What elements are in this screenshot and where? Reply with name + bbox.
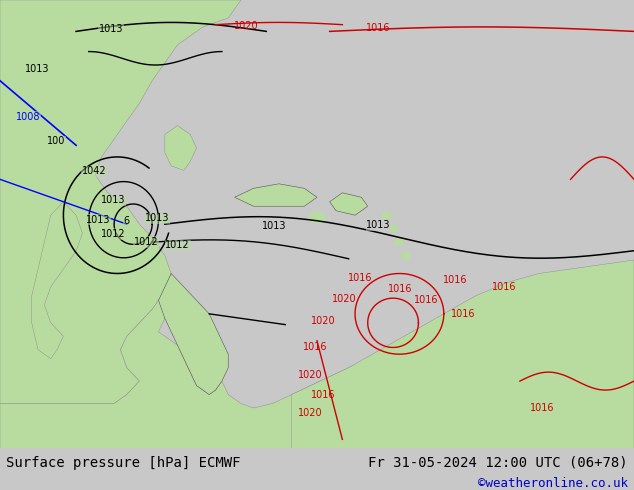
Polygon shape <box>158 273 228 394</box>
Text: 1020: 1020 <box>299 408 323 418</box>
Text: 1012: 1012 <box>101 229 125 239</box>
Text: 1013: 1013 <box>99 24 123 34</box>
Text: 1016: 1016 <box>492 282 516 292</box>
Polygon shape <box>330 193 368 215</box>
Text: 1013: 1013 <box>262 220 287 230</box>
Polygon shape <box>292 260 634 448</box>
Text: 1016: 1016 <box>443 275 467 285</box>
Polygon shape <box>235 184 317 206</box>
Polygon shape <box>165 125 197 171</box>
Polygon shape <box>0 269 634 448</box>
Text: 1016: 1016 <box>366 23 391 33</box>
Text: 1012: 1012 <box>165 240 190 250</box>
Text: ©weatheronline.co.uk: ©weatheronline.co.uk <box>477 477 628 490</box>
Text: 1016: 1016 <box>303 343 327 352</box>
Text: Fr 31-05-2024 12:00 UTC (06+78): Fr 31-05-2024 12:00 UTC (06+78) <box>368 456 628 470</box>
Text: 1016: 1016 <box>451 309 475 319</box>
Text: 1016: 1016 <box>348 273 372 283</box>
Text: 6: 6 <box>124 216 130 225</box>
Text: 1013: 1013 <box>145 213 169 223</box>
Text: 1020: 1020 <box>299 370 323 380</box>
Text: 1016: 1016 <box>530 403 554 413</box>
Text: 1013: 1013 <box>86 215 110 225</box>
Text: 1013: 1013 <box>101 196 125 205</box>
Circle shape <box>401 252 410 259</box>
Polygon shape <box>0 0 241 404</box>
Text: Surface pressure [hPa] ECMWF: Surface pressure [hPa] ECMWF <box>6 456 241 470</box>
Circle shape <box>389 225 398 232</box>
Text: 1020: 1020 <box>311 317 335 326</box>
Text: 1013: 1013 <box>366 220 391 230</box>
Circle shape <box>395 239 404 245</box>
Circle shape <box>309 212 325 223</box>
Text: 1020: 1020 <box>332 294 356 304</box>
Polygon shape <box>32 202 82 359</box>
Text: 1020: 1020 <box>234 21 258 31</box>
Text: 1013: 1013 <box>25 65 49 74</box>
Text: 1012: 1012 <box>134 237 158 247</box>
Text: 1016: 1016 <box>414 295 438 305</box>
Text: 1016: 1016 <box>389 284 413 294</box>
Text: 1042: 1042 <box>82 166 106 176</box>
Circle shape <box>382 212 391 219</box>
Text: 100: 100 <box>47 136 65 146</box>
Text: 1008: 1008 <box>16 112 41 122</box>
Text: 1016: 1016 <box>311 390 335 399</box>
